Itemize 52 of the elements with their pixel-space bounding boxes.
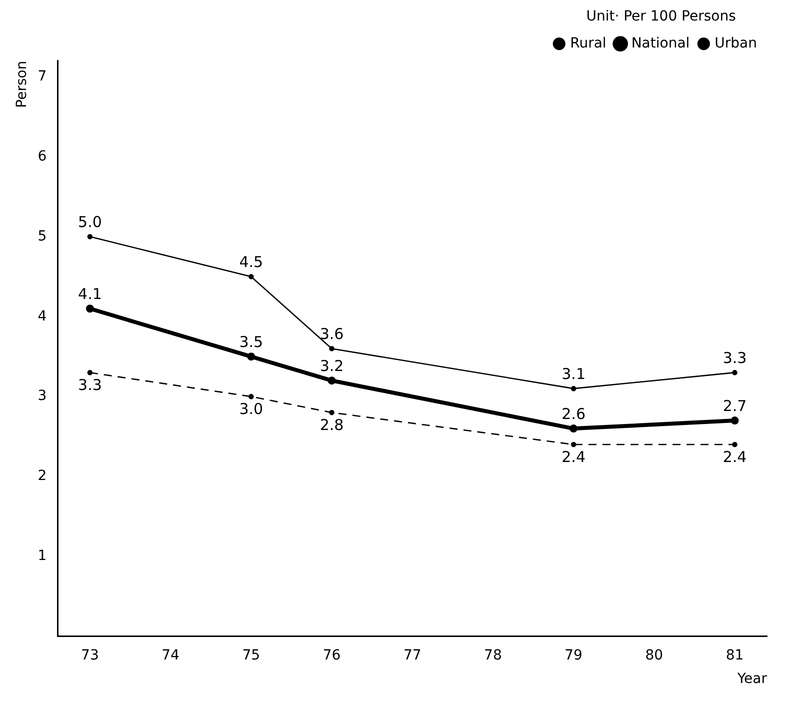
x-tick-label: 74 — [162, 647, 180, 664]
point — [87, 234, 93, 240]
point — [248, 274, 254, 280]
y-tick-label: 3 — [38, 388, 47, 404]
point — [570, 386, 576, 392]
data-label: 2.4 — [722, 448, 747, 466]
y-tick-label: 5 — [38, 228, 47, 244]
data-label: 3.5 — [239, 332, 264, 351]
legend-label: National — [631, 35, 690, 52]
data-label: 3.2 — [320, 356, 344, 375]
data-label: 2.7 — [722, 396, 747, 415]
data-label: 4.1 — [78, 285, 102, 304]
x-tick-label: 81 — [726, 647, 744, 664]
point — [87, 370, 93, 376]
point — [328, 376, 336, 385]
data-label: 4.5 — [239, 253, 264, 272]
point — [329, 410, 334, 416]
point — [732, 370, 738, 376]
point — [570, 424, 578, 433]
y-tick-label: 7 — [38, 68, 47, 84]
x-tick-label: 75 — [242, 647, 260, 664]
data-label: 3.6 — [320, 324, 344, 343]
y-tick-label: 4 — [38, 308, 47, 324]
y-axis-title: Person — [14, 60, 30, 108]
point — [570, 442, 576, 448]
x-tick-label: 77 — [403, 647, 422, 664]
x-tick-label: 79 — [564, 647, 582, 664]
legend-label: Urban — [714, 35, 757, 52]
data-label: 3.1 — [562, 364, 586, 383]
point — [247, 352, 256, 361]
x-tick-label: 76 — [322, 647, 341, 664]
x-tick-label: 78 — [484, 647, 502, 664]
data-label: 2.8 — [320, 416, 344, 434]
y-tick-label: 1 — [38, 548, 47, 564]
y-tick-label: 6 — [38, 148, 47, 164]
data-label: 3.3 — [78, 376, 102, 394]
x-tick-label: 80 — [645, 647, 664, 664]
point — [86, 304, 94, 313]
data-label: 2.4 — [562, 448, 586, 466]
point — [248, 394, 254, 400]
data-label: 2.6 — [562, 404, 586, 423]
point — [329, 346, 334, 352]
y-tick-label: 2 — [38, 468, 47, 484]
x-axis-title: Year — [736, 671, 768, 688]
data-label: 5.0 — [78, 213, 102, 232]
legend-title: Unit· Per 100 Persons — [586, 8, 736, 25]
x-tick-label: 73 — [81, 647, 99, 664]
data-label: 3.3 — [722, 348, 747, 367]
data-label: 3.0 — [239, 400, 264, 418]
point — [732, 442, 738, 448]
point — [730, 416, 739, 425]
legend-label: Rural — [570, 35, 606, 52]
